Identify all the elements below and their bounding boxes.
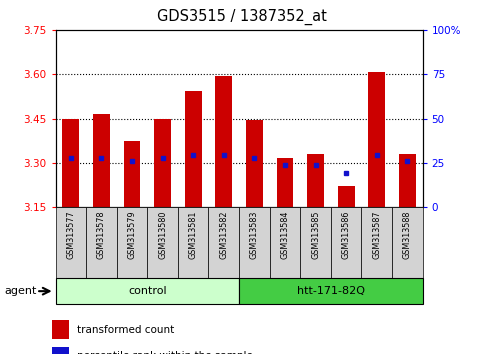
Bar [209,207,239,278]
Bar [270,207,300,278]
Text: percentile rank within the sample: percentile rank within the sample [77,352,253,354]
Text: control: control [128,286,167,296]
Bar [399,154,416,207]
Bar [93,114,110,207]
Bar [246,120,263,207]
Bar [56,278,239,304]
Text: GSM313581: GSM313581 [189,211,198,259]
Text: GSM313578: GSM313578 [97,211,106,259]
Bar [62,119,79,207]
Bar [361,207,392,278]
Bar [117,207,147,278]
Text: transformed count: transformed count [77,325,174,335]
Text: GSM313577: GSM313577 [66,211,75,259]
Text: GSM313584: GSM313584 [281,211,289,259]
Bar [124,141,141,207]
Bar [185,91,201,207]
Bar [53,347,69,354]
Text: GSM313588: GSM313588 [403,211,412,259]
Bar [307,154,324,207]
Text: GSM313583: GSM313583 [250,211,259,259]
Bar [300,207,331,278]
Bar [86,207,117,278]
Bar [369,72,385,207]
Bar [53,320,69,339]
Bar [178,207,209,278]
Text: GSM313582: GSM313582 [219,211,228,259]
Bar [215,76,232,207]
Text: GSM313587: GSM313587 [372,211,381,259]
Bar [56,207,86,278]
Bar [239,278,423,304]
Bar [392,207,423,278]
Text: GSM313585: GSM313585 [311,211,320,259]
Text: GDS3515 / 1387352_at: GDS3515 / 1387352_at [156,9,327,25]
Text: htt-171-82Q: htt-171-82Q [297,286,365,296]
Text: agent: agent [5,286,37,296]
Bar [331,207,361,278]
Bar [147,207,178,278]
Bar [277,159,293,207]
Bar [154,119,171,207]
Text: GSM313580: GSM313580 [158,211,167,259]
Text: GSM313579: GSM313579 [128,211,137,259]
Bar [239,207,270,278]
Bar [338,187,355,207]
Text: GSM313586: GSM313586 [341,211,351,259]
